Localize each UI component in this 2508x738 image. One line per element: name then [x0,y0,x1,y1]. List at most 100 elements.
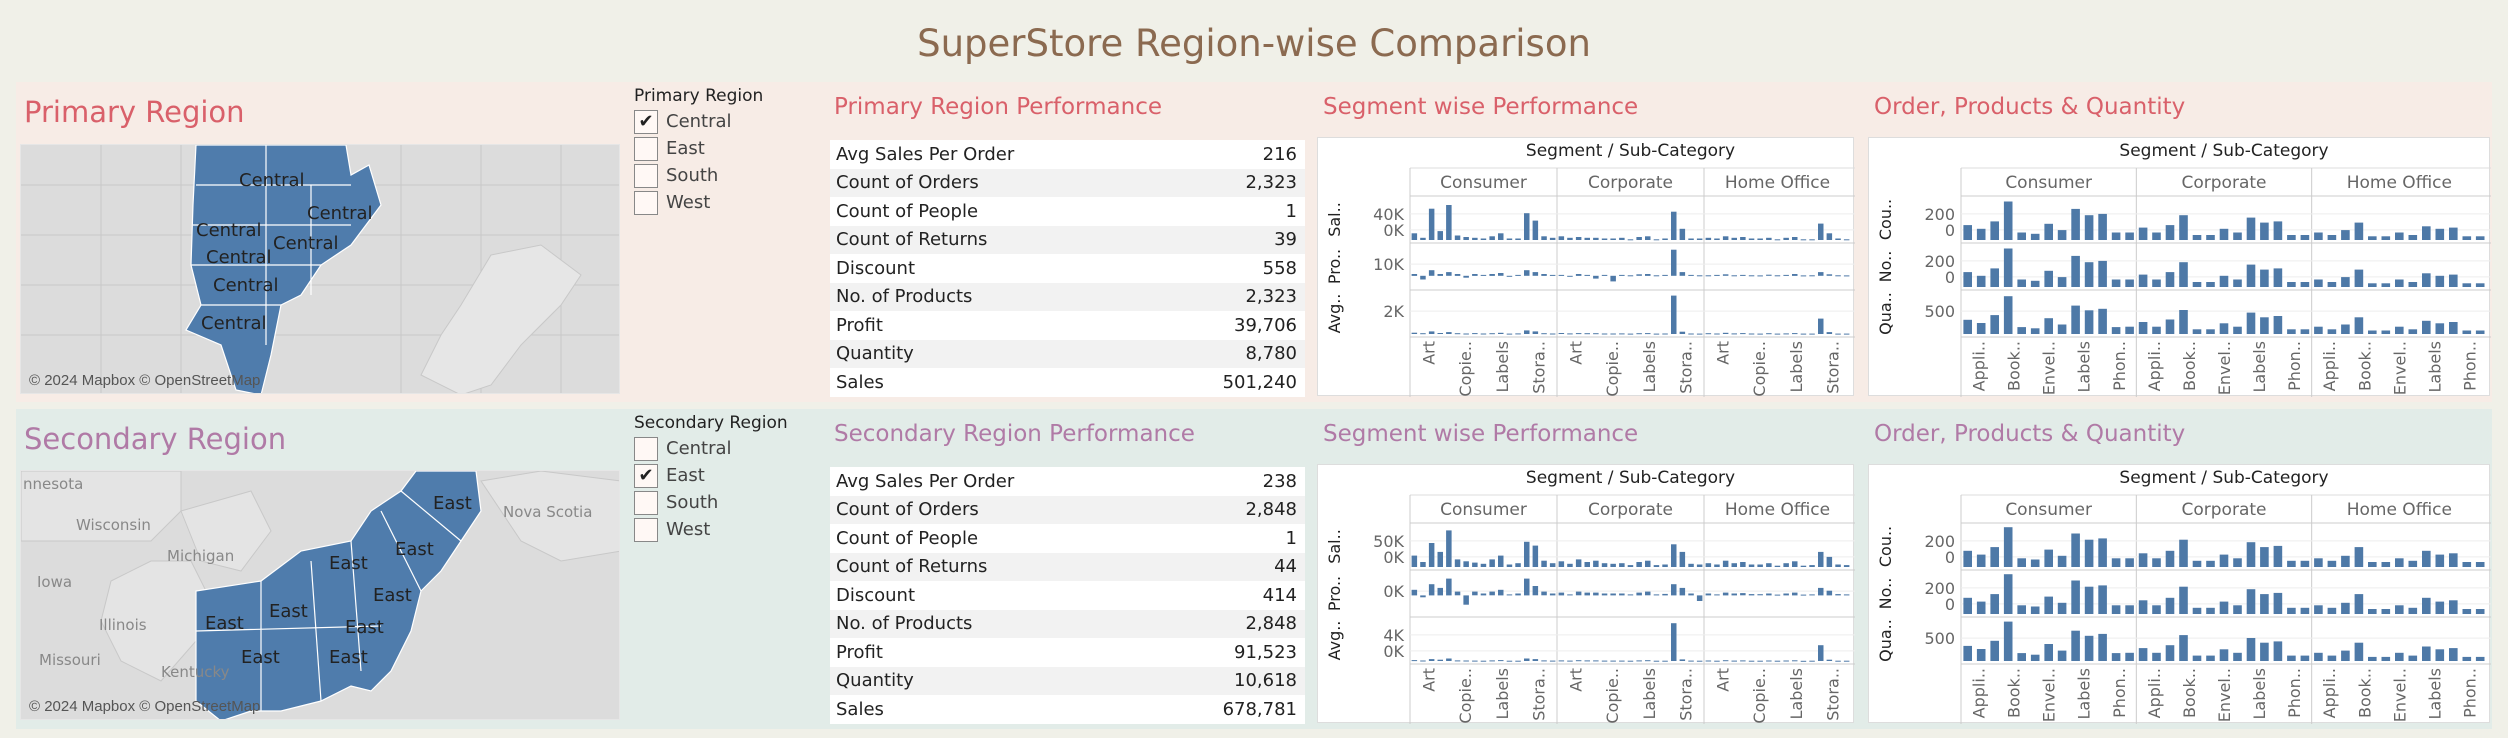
bar [2233,558,2242,567]
checkbox[interactable] [634,163,658,188]
bar [2030,654,2040,661]
bar [1714,564,1720,567]
bar [1774,660,1781,662]
bar [1963,550,1972,567]
bar [1549,237,1556,240]
bar [2314,326,2323,334]
filter-option-south[interactable]: South [634,489,814,516]
bar [1636,660,1642,662]
bar [2381,656,2391,661]
bar [1653,275,1660,277]
filter-option-central[interactable]: ✔ Central [634,108,814,135]
bar [2165,272,2175,287]
primary-order-chart[interactable]: Segment / Sub-Category Consumer Corporate H… [1868,137,2491,397]
bar [2003,574,2013,614]
bar [2179,635,2188,661]
kpi-row: Quantity 10,618 [830,666,1305,695]
filter-option-south[interactable]: South [634,162,814,189]
bar [2408,282,2418,287]
checkbox[interactable] [634,517,658,542]
bar [1627,333,1634,335]
bar [2300,282,2310,287]
checkbox[interactable]: ✔ [634,109,658,134]
bar [2422,226,2431,240]
map-label: Central [213,275,279,296]
secondary-map[interactable]: nnesota Wisconsin Michigan Iowa Illinois… [20,470,620,720]
x-tick-label: Labels [1493,668,1512,720]
bar [2287,282,2296,287]
bar [1489,559,1495,567]
bar [2192,235,2202,240]
bar [1575,237,1582,240]
map-label: Central [206,247,272,268]
row-label: Qua.. [1876,292,1895,335]
x-tick-label: Copie.. [1750,341,1769,397]
bar [1990,268,1999,287]
x-tick-label: Envel.. [2215,668,2234,722]
tick-label: 200 [1924,579,1955,598]
bar [2125,605,2134,614]
filter-option-east[interactable]: ✔ East [634,462,814,489]
bar [1489,274,1495,276]
checkbox[interactable] [634,136,658,161]
checkbox[interactable] [634,436,658,461]
checkbox[interactable] [634,190,658,215]
bar [1826,233,1833,240]
x-tick-label: Stora.. [1530,668,1549,721]
bar [1472,237,1478,240]
map-label: East [329,647,368,668]
x-tick-label: Art [1713,341,1732,365]
row-label: Pro.. [1325,249,1344,284]
filter-option-label: South [666,165,719,186]
bar [1420,660,1426,662]
kpi-label: Count of Returns [836,556,988,578]
chart-title: Segment / Sub-Category [1526,141,1735,161]
bar [2435,228,2445,240]
primary-map[interactable]: Central Central Central Central Central … [20,144,620,394]
bar [2179,586,2188,614]
bar [1705,237,1712,240]
bar [1671,544,1677,567]
filter-option-west[interactable]: West [634,516,814,543]
bar [2057,555,2067,567]
bar [1541,274,1547,276]
kpi-value: 2,323 [1245,172,1297,194]
secondary-order-chart[interactable]: Segment / Sub-Category Consumer Corporate H… [1868,464,2491,724]
bar [2165,597,2175,614]
tick-label: 200 [1924,205,1955,224]
filter-option-west[interactable]: West [634,189,814,216]
checkbox[interactable] [634,490,658,515]
bar [2138,322,2148,334]
row-label: Sal.. [1325,529,1344,564]
kpi-row: Count of Orders 2,323 [830,168,1305,197]
secondary-segment-chart[interactable]: Segment / Sub-Category Consumer Corporate H… [1317,464,1855,724]
bar [1783,563,1789,567]
kpi-value: 678,781 [1222,698,1297,720]
x-tick-label: Phon.. [2285,341,2304,391]
kpi-value: 39 [1274,229,1297,251]
filter-option-central[interactable]: Central [634,435,814,462]
bar [1567,563,1573,567]
bar [2422,597,2431,614]
bar [1463,333,1469,335]
bar [1498,555,1504,567]
bar [2435,601,2445,614]
map-label: East [433,493,472,514]
secondary-order-title: Order, Products & Quantity [1874,421,2186,447]
filter-option-east[interactable]: East [634,135,814,162]
bar [1800,660,1807,662]
bar [1748,238,1755,240]
bar [2030,233,2040,240]
bar [2179,539,2188,567]
bar [1671,249,1677,276]
row-label: Cou.. [1876,199,1895,240]
bar [1714,238,1720,240]
bar [2273,641,2283,661]
x-tick-label: Book.. [2180,341,2199,391]
bar [1774,275,1781,277]
checkbox[interactable]: ✔ [634,463,658,488]
bar [2044,223,2053,240]
primary-segment-chart[interactable]: Segment / Sub-Category Consumer Corporate H… [1317,137,1855,397]
tick-label: 500 [1924,629,1955,648]
bar [2300,607,2310,614]
